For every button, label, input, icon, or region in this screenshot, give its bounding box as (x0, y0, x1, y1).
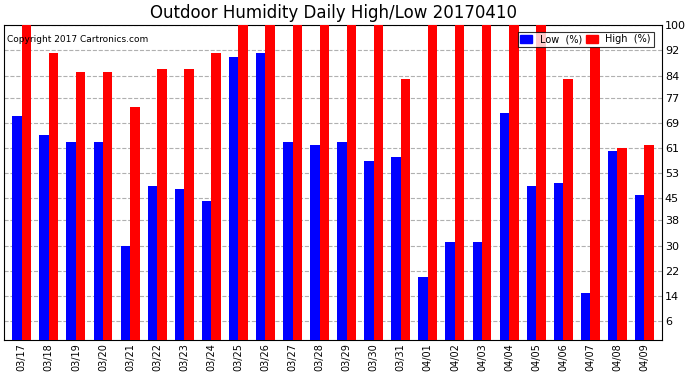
Bar (401, 79, 411, 340)
Bar (94, 142, 103, 340)
Bar (293, 25, 302, 340)
Bar (446, 242, 455, 340)
Bar (256, 54, 266, 340)
Bar (157, 69, 166, 340)
Bar (66, 142, 76, 340)
Text: Copyright 2017 Cartronics.com: Copyright 2017 Cartronics.com (8, 34, 149, 44)
Bar (500, 113, 509, 340)
Bar (391, 158, 401, 340)
Bar (346, 25, 356, 340)
Legend: Low  (%), High  (%): Low (%), High (%) (518, 32, 654, 47)
Bar (591, 47, 600, 340)
Title: Outdoor Humidity Daily High/Low 20170410: Outdoor Humidity Daily High/Low 20170410 (150, 4, 517, 22)
Bar (310, 145, 319, 340)
Bar (76, 72, 86, 340)
Bar (201, 201, 211, 340)
Bar (473, 242, 482, 340)
Bar (39, 135, 49, 340)
Bar (428, 25, 437, 340)
Bar (482, 25, 491, 340)
Bar (337, 142, 346, 340)
Bar (130, 107, 139, 340)
Bar (455, 25, 464, 340)
Bar (608, 151, 618, 340)
Bar (184, 69, 194, 340)
Bar (509, 25, 519, 340)
Bar (283, 142, 293, 340)
Bar (211, 54, 221, 340)
Bar (418, 277, 428, 340)
Bar (121, 246, 130, 340)
Bar (12, 117, 22, 340)
Bar (175, 189, 184, 340)
Bar (229, 57, 238, 340)
Bar (618, 148, 627, 340)
Bar (49, 54, 59, 340)
Bar (103, 72, 112, 340)
Bar (148, 186, 157, 340)
Bar (364, 160, 374, 340)
Bar (266, 25, 275, 340)
Bar (536, 25, 546, 340)
Bar (644, 145, 654, 340)
Bar (319, 25, 329, 340)
Bar (554, 183, 563, 340)
Bar (563, 79, 573, 340)
Bar (374, 25, 383, 340)
Bar (526, 186, 536, 340)
Bar (22, 25, 31, 340)
Bar (635, 195, 644, 340)
Bar (581, 293, 591, 340)
Bar (238, 25, 248, 340)
